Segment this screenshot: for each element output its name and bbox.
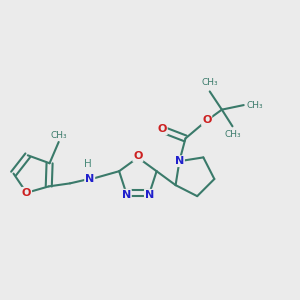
Text: O: O bbox=[158, 124, 167, 134]
Text: O: O bbox=[133, 151, 142, 161]
Text: N: N bbox=[85, 174, 94, 184]
Text: N: N bbox=[175, 156, 184, 166]
Text: H: H bbox=[84, 159, 92, 169]
Text: N: N bbox=[145, 190, 154, 200]
Text: CH₃: CH₃ bbox=[201, 78, 218, 87]
Text: CH₃: CH₃ bbox=[247, 100, 263, 109]
Text: N: N bbox=[122, 190, 131, 200]
Text: O: O bbox=[22, 188, 31, 198]
Text: O: O bbox=[202, 115, 211, 125]
Text: CH₃: CH₃ bbox=[224, 130, 241, 139]
Text: CH₃: CH₃ bbox=[50, 130, 67, 140]
